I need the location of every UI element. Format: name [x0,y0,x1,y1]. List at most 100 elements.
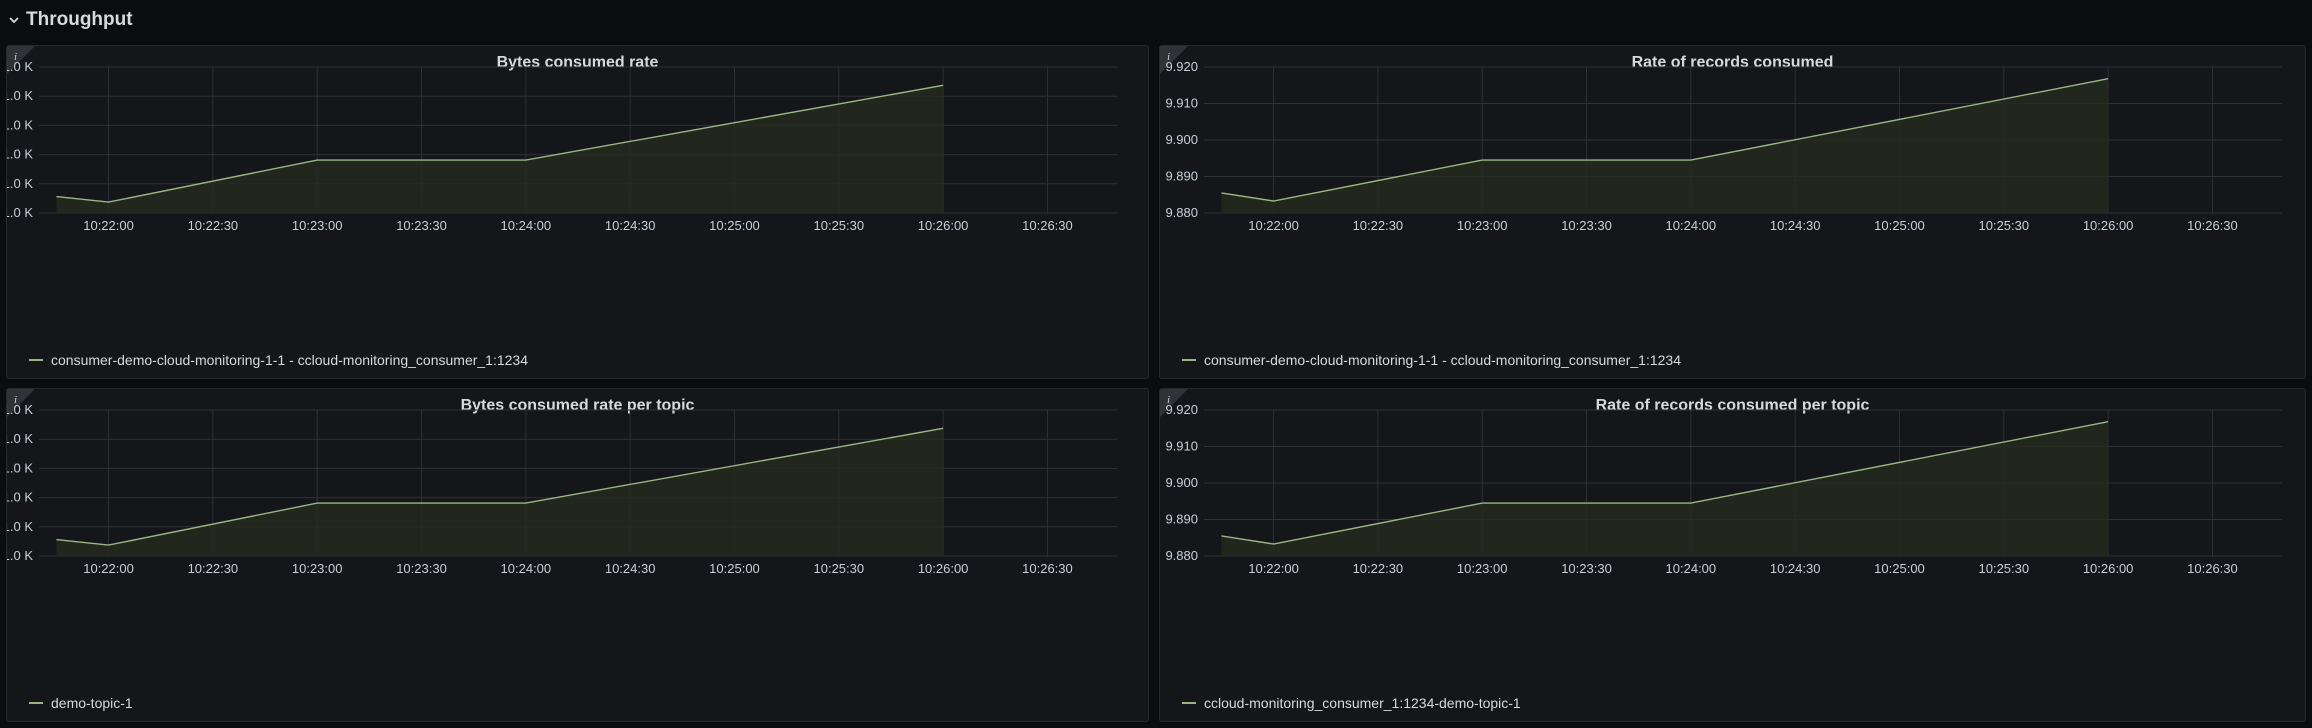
y-tick-label: 9.910 [1165,439,1198,454]
x-tick-label: 10:24:00 [501,218,552,233]
legend-label: consumer-demo-cloud-monitoring-1-1 - ccl… [51,352,529,368]
x-tick-label: 10:26:00 [2083,561,2134,576]
legend-item[interactable]: consumer-demo-cloud-monitoring-1-1 - ccl… [29,352,528,368]
series-area [1221,78,2109,213]
y-tick-label: 1.0 K [7,205,33,220]
svg-text:i: i [14,51,17,63]
x-tick-label: 10:25:30 [814,561,865,576]
x-tick-label: 10:25:00 [709,561,760,576]
svg-text:i: i [1167,51,1170,63]
x-tick-label: 10:25:30 [1979,218,2030,233]
panel-info-icon[interactable]: i [1160,389,1188,417]
x-tick-label: 10:23:30 [396,218,447,233]
legend-item[interactable]: consumer-demo-cloud-monitoring-1-1 - ccl… [1182,352,1681,368]
y-tick-label: 1.0 K [7,88,33,103]
chart: 1.0 K 1.0 K 1.0 K 1.0 K 1.0 K 1.0 K 10:22:00 10… [7,59,1117,233]
x-tick-label: 10:25:00 [709,218,760,233]
panel-bytes-consumed-rate-per-topic: i Bytes consumed rate per topic 1.0 K1.0… [6,388,1149,722]
x-tick-label: 10:23:00 [1457,218,1508,233]
panel-info-icon[interactable]: i [1160,46,1188,74]
y-tick-label: 1.0 K [7,431,33,446]
x-tick-label: 10:23:30 [396,561,447,576]
x-tick-label: 10:22:00 [83,218,134,233]
legend-swatch [1182,359,1196,361]
x-tick-label: 10:26:30 [2187,218,2238,233]
y-tick-label: 9.890 [1165,169,1198,184]
x-tick-label: 10:22:00 [1248,218,1299,233]
series-area [1221,421,2109,556]
legend-label: ccloud-monitoring_consumer_1:1234-demo-t… [1204,695,1521,711]
svg-text:i: i [14,394,17,406]
x-tick-label: 10:24:30 [605,561,656,576]
x-tick-label: 10:25:00 [1874,218,1925,233]
x-tick-label: 10:22:30 [188,561,239,576]
x-tick-label: 10:25:00 [1874,561,1925,576]
y-tick-label: 9.910 [1165,96,1198,111]
chart: 9.880 9.890 9.900 9.910 9.920 10:22:00 10:22:3… [1165,402,2282,576]
y-tick-label: 1.0 K [7,490,33,505]
legend-item[interactable]: ccloud-monitoring_consumer_1:1234-demo-t… [1182,695,1521,711]
y-tick-label: 1.0 K [7,117,33,132]
x-tick-label: 10:25:30 [1979,561,2030,576]
panel-bytes-consumed-rate: i Bytes consumed rate 1.0 K1.0 K1.0 K1.0… [6,45,1149,379]
y-tick-label: 1.0 K [7,176,33,191]
y-tick-label: 9.920 [1165,402,1198,417]
y-tick-label: 1.0 K [7,548,33,563]
x-tick-label: 10:26:30 [2187,561,2238,576]
series-area [56,85,944,213]
chevron-down-icon [9,17,19,24]
x-tick-label: 10:23:00 [292,218,343,233]
x-tick-label: 10:22:00 [83,561,134,576]
y-tick-label: 9.880 [1165,205,1198,220]
series-line [56,84,944,203]
x-tick-label: 10:23:00 [1457,561,1508,576]
x-tick-label: 10:24:00 [1666,218,1717,233]
x-tick-label: 10:26:30 [1022,218,1073,233]
x-tick-label: 10:25:30 [814,218,865,233]
x-tick-label: 10:23:30 [1561,218,1612,233]
legend-swatch [1182,702,1196,704]
y-tick-label: 9.880 [1165,548,1198,563]
y-tick-label: 9.900 [1165,132,1198,147]
x-tick-label: 10:24:30 [605,218,656,233]
legend-item[interactable]: demo-topic-1 [29,695,133,711]
panel-rate-of-records-consumed-per-topic: i Rate of records consumed per topic 9.8… [1159,388,2306,722]
svg-text:i: i [1167,394,1170,406]
panel-info-icon[interactable]: i [7,389,35,417]
x-tick-label: 10:22:30 [1353,561,1404,576]
x-tick-label: 10:24:30 [1770,561,1821,576]
x-tick-label: 10:24:00 [501,561,552,576]
legend-label: demo-topic-1 [51,695,133,711]
legend-swatch [29,702,43,704]
x-tick-label: 10:24:00 [1666,561,1717,576]
panel-info-icon[interactable]: i [7,46,35,74]
x-tick-label: 10:26:00 [918,218,969,233]
row-header-throughput[interactable]: Throughput [8,6,133,34]
x-tick-label: 10:24:30 [1770,218,1821,233]
legend-label: consumer-demo-cloud-monitoring-1-1 - ccl… [1204,352,1682,368]
series-line [1221,78,2109,202]
x-tick-label: 10:26:30 [1022,561,1073,576]
row-title: Throughput [26,9,133,30]
chart: 9.880 9.890 9.900 9.910 9.920 10:22:00 10:22:3… [1165,59,2282,233]
legend-swatch [29,359,43,361]
series-line [56,427,944,546]
panel-rate-of-records-consumed: i Rate of records consumed 9.880 9.890 9.9… [1159,45,2306,379]
y-tick-label: 1.0 K [7,59,33,74]
series-area [56,428,944,556]
x-tick-label: 10:26:00 [918,561,969,576]
x-tick-label: 10:23:00 [292,561,343,576]
y-tick-label: 9.900 [1165,475,1198,490]
y-tick-label: 1.0 K [7,147,33,162]
chart: 1.0 K 1.0 K 1.0 K 1.0 K 1.0 K 1.0 K 10:22:00 10… [7,402,1117,576]
x-tick-label: 10:23:30 [1561,561,1612,576]
x-tick-label: 10:22:30 [1353,218,1404,233]
x-tick-label: 10:22:30 [188,218,239,233]
x-tick-label: 10:22:00 [1248,561,1299,576]
x-tick-label: 10:26:00 [2083,218,2134,233]
y-tick-label: 1.0 K [7,519,33,534]
y-tick-label: 9.920 [1165,59,1198,74]
series-line [1221,421,2109,545]
y-tick-label: 9.890 [1165,512,1198,527]
y-tick-label: 1.0 K [7,460,33,475]
